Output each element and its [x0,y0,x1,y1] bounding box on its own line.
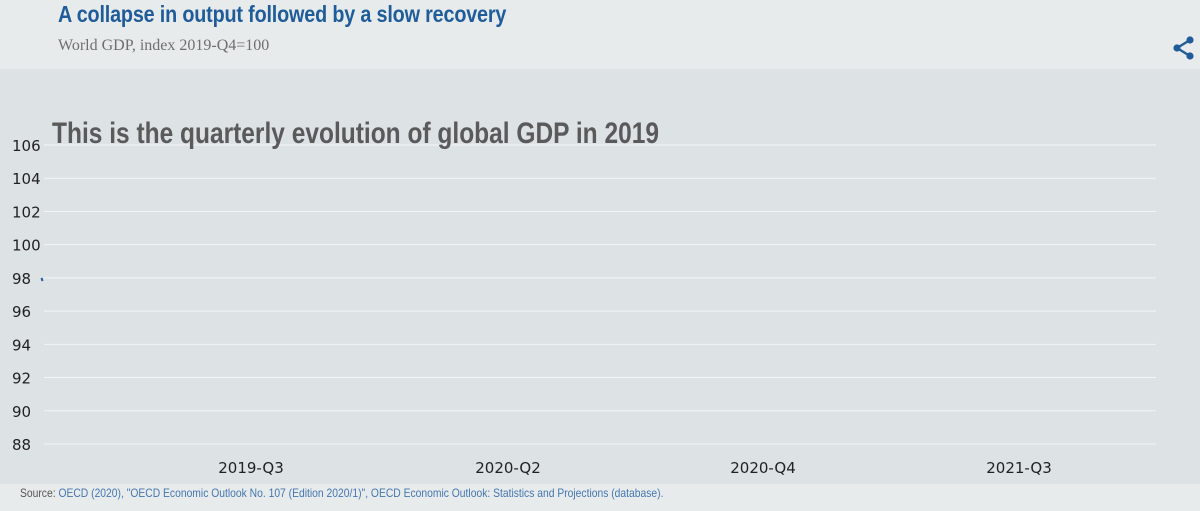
chart-header: A collapse in output followed by a slow … [0,0,1200,69]
y-tick-label: 102 [12,203,41,221]
chart-annotation: This is the quarterly evolution of globa… [52,117,659,150]
y-tick-label: 96 [12,303,31,321]
y-tick-label: 94 [12,336,31,354]
y-axis-ticks: 106 104 102 100 98 96 94 92 90 88 [12,137,41,454]
gridlines [44,144,1156,445]
source-link[interactable]: OECD (2020), "OECD Economic Outlook No. … [58,486,664,500]
y-tick-label: 88 [12,436,31,454]
y-tick-label: 106 [12,137,41,155]
chart-footer [0,484,1200,511]
x-tick-label: 2021-Q3 [986,459,1052,477]
share-icon [1173,36,1194,60]
source-note: Source: OECD (2020), "OECD Economic Outl… [20,486,663,500]
y-tick-label: 90 [12,403,31,421]
x-tick-label: 2019-Q3 [218,459,284,477]
chart-title: A collapse in output followed by a slow … [58,1,507,27]
plot-area [0,69,1200,485]
x-tick-label: 2020-Q4 [730,459,796,477]
series-group [40,277,44,282]
x-tick-label: 2020-Q2 [475,459,541,477]
y-tick-label: 98 [12,270,31,288]
series-line-start [40,277,44,282]
y-tick-label: 100 [12,237,41,255]
chart-subtitle: World GDP, index 2019-Q4=100 [58,37,270,54]
y-tick-label: 104 [12,170,41,188]
y-tick-label: 92 [12,370,31,388]
source-label: Source: [20,486,56,500]
x-axis-ticks: 2019-Q3 2020-Q2 2020-Q4 2021-Q3 [218,459,1052,477]
share-button[interactable] [1170,34,1198,62]
